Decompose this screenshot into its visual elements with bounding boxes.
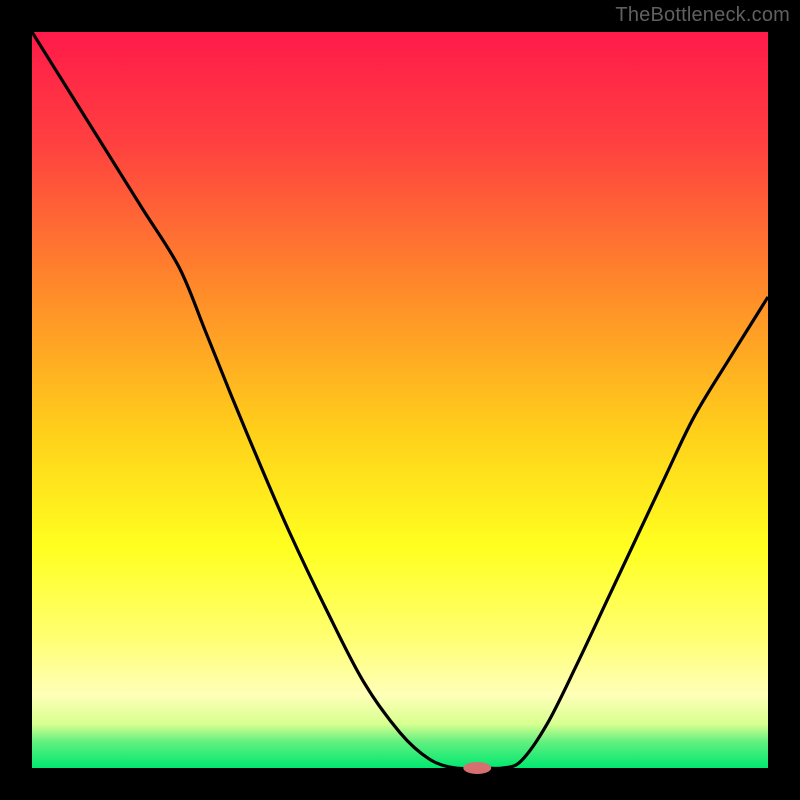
plot-background <box>32 32 768 768</box>
watermark-text: TheBottleneck.com <box>615 4 790 27</box>
bottleneck-chart <box>0 0 800 800</box>
optimal-marker <box>463 762 491 774</box>
chart-container: TheBottleneck.com <box>0 0 800 800</box>
